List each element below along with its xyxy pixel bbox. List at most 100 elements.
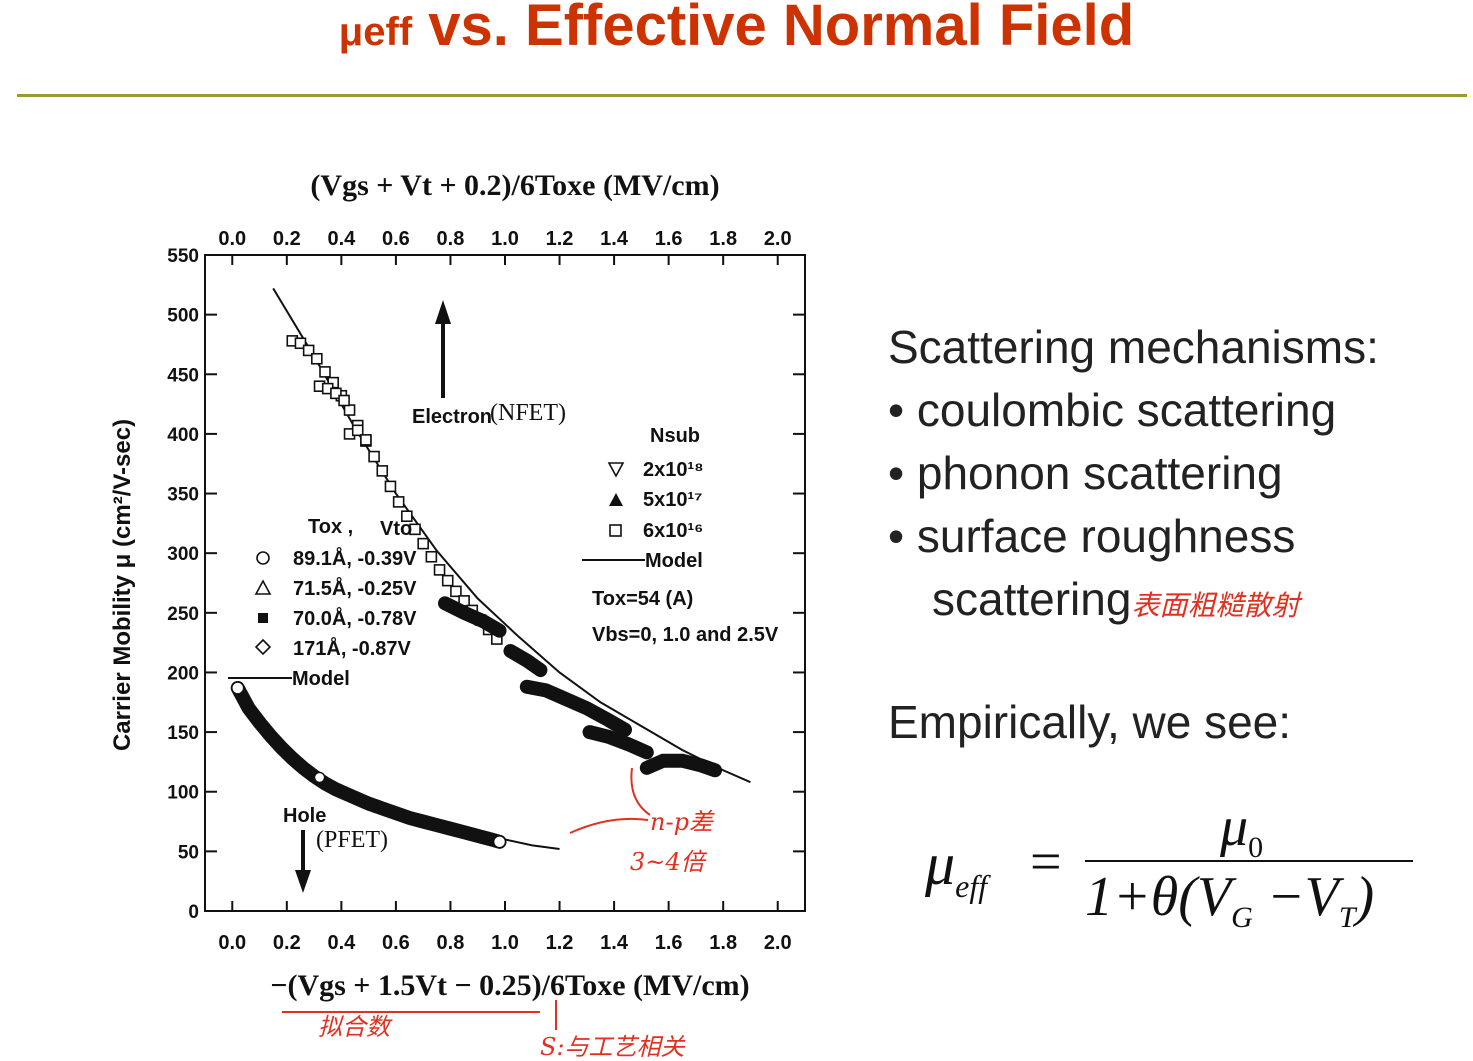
- scattering-list: Scattering mechanisms: • coulombic scatt…: [888, 316, 1379, 637]
- den-part-2: −V: [1252, 866, 1339, 928]
- electron-square-point: [343, 404, 356, 416]
- formula-num-mu: μ: [1220, 796, 1249, 858]
- formula-lhs-mu: μ: [925, 831, 956, 897]
- nsub-model-label: Model: [645, 550, 703, 572]
- electron-square-point: [425, 550, 438, 563]
- x-tick-label-top: 0.6: [382, 228, 410, 250]
- x-tick-label-bottom: 2.0: [764, 932, 792, 954]
- hole-end-circle: [492, 835, 507, 849]
- x-tick-label-top: 1.2: [546, 228, 574, 250]
- bullet-item-1: • phonon scattering: [888, 447, 1283, 499]
- legend-up-triangle: [609, 493, 623, 506]
- electron-square-point: [330, 387, 342, 400]
- x-tick-label-bottom: 0.4: [327, 932, 356, 954]
- den-part-3: ): [1355, 866, 1375, 928]
- legend-open-triangle: [254, 579, 272, 595]
- electron-square-point: [376, 465, 389, 477]
- electron-square-point: [417, 537, 429, 550]
- y-tick-label: 250: [167, 604, 199, 625]
- electron-square-point: [319, 366, 331, 378]
- formula-num-sub: 0: [1248, 831, 1264, 865]
- scattering-heading: Scattering mechanisms:: [888, 321, 1379, 373]
- hole-arrow-head: [295, 870, 311, 893]
- chart-marks: [230, 287, 751, 893]
- tox-note: Tox=54 (A): [592, 588, 693, 610]
- electron-square-point: [302, 344, 315, 357]
- electron-square-point: [433, 564, 446, 576]
- y-tick-label: 100: [167, 783, 199, 804]
- x-tick-label-bottom: 1.6: [655, 932, 683, 954]
- slide-title: μeff vs. Effective Normal Field: [0, 0, 1473, 59]
- x-tick-label-top: 1.6: [655, 228, 683, 250]
- den-sub-t: T: [1338, 901, 1356, 935]
- x-tick-label-top: 1.4: [600, 228, 629, 250]
- legend-filled-square: [258, 613, 268, 623]
- x-tick-label-bottom: 0.2: [273, 932, 301, 954]
- electron-square-point: [311, 352, 323, 365]
- vto-header: Vto: [380, 518, 412, 540]
- electron-square-point: [351, 424, 364, 437]
- electron-square-point: [294, 337, 307, 350]
- formula-lhs-sub: eff: [955, 868, 988, 904]
- x-tick-label-bottom: 1.4: [600, 932, 629, 954]
- electron-triangle-band: [582, 725, 654, 760]
- chart-labels: (Vgs + Vt + 0.2)/6Toxe (MV/cm) −(Vgs + 1.…: [109, 169, 779, 1061]
- x-tick-label-bottom: 0.0: [218, 932, 246, 954]
- formula-denominator: 1+θ(VG −VT): [1085, 865, 1374, 935]
- electron-triangle-band: [639, 753, 722, 778]
- formula-numerator: μ0: [1220, 795, 1263, 865]
- tox-entry-2: 70.0Å, -0.78V: [293, 606, 417, 630]
- fraction-bar: [1085, 860, 1413, 862]
- hole-data-band: [230, 680, 507, 849]
- legend-diamond: [254, 638, 272, 656]
- y-tick-label: 350: [167, 485, 199, 506]
- y-axis-label: Carrier Mobility μ (cm²/V-sec): [109, 419, 136, 751]
- electron-square-point: [450, 585, 462, 598]
- x-tick-label-bottom: 1.8: [709, 932, 737, 954]
- x-tick-label-top: 2.0: [764, 228, 792, 250]
- title-mu: μeff: [338, 10, 413, 54]
- mobility-formula: μeff = μ0 1+θ(VG −VT): [925, 795, 1425, 955]
- x-tick-label-top: 0.8: [437, 228, 465, 250]
- handwritten-annotation: 表面粗糙散射: [1131, 589, 1300, 622]
- annotation-fit: 拟合数: [318, 1013, 393, 1041]
- electron-square-point: [392, 496, 405, 508]
- y-tick-label: 450: [167, 365, 199, 386]
- bullet-item-2: • surface roughness: [888, 510, 1296, 562]
- annotation-factor: 3~4倍: [630, 848, 708, 876]
- nsub-entry-1: 5x10¹⁷: [643, 489, 702, 511]
- bullet-item-0: • coulombic scattering: [888, 384, 1337, 436]
- axis-ticks: 0.0 0.0 0.2 0.2 0.4 0.4 0.6 0.6 0.8 0.8 1.0 1.0 1.2 1…: [167, 228, 805, 954]
- bullet-continuation: scattering表面粗糙散射: [888, 568, 1379, 637]
- electron-triangle-band: [519, 679, 632, 737]
- electron-square-point: [409, 523, 421, 536]
- electron-square-point: [401, 510, 413, 523]
- electron-label: Electron: [412, 406, 492, 428]
- left-legend-model-label: Model: [292, 668, 350, 690]
- y-tick-label: 500: [167, 306, 199, 327]
- y-tick-label: 400: [167, 425, 199, 446]
- hole-label: Hole: [283, 805, 326, 827]
- electron-arrow-head: [435, 300, 451, 324]
- tox-entry-1: 71.5Å, -0.25V: [293, 576, 417, 600]
- electron-square-point: [338, 394, 350, 407]
- tox-entry-3: 171Å, -0.87V: [293, 636, 412, 660]
- electron-triangle-band: [438, 596, 507, 638]
- x-tick-label-top: 1.0: [491, 228, 519, 250]
- electron-square-point: [368, 450, 380, 463]
- x-tick-label-bottom: 1.2: [546, 932, 574, 954]
- annotation-process: S:与工艺相关: [540, 1033, 686, 1061]
- den-sub-g: G: [1231, 901, 1253, 935]
- y-tick-label: 300: [167, 544, 199, 565]
- y-tick-label: 550: [167, 246, 199, 267]
- empirical-text: Empirically, we see:: [888, 696, 1292, 748]
- den-part-1: 1+θ(V: [1085, 866, 1232, 928]
- x-tick-label-top: 0.4: [327, 228, 356, 250]
- electron-square-point: [360, 434, 372, 446]
- legend-down-triangle: [607, 462, 625, 478]
- formula-lhs: μeff: [925, 830, 987, 905]
- y-tick-label: 150: [167, 723, 199, 744]
- y-tick-label: 0: [188, 902, 199, 923]
- title-rule: [17, 94, 1467, 97]
